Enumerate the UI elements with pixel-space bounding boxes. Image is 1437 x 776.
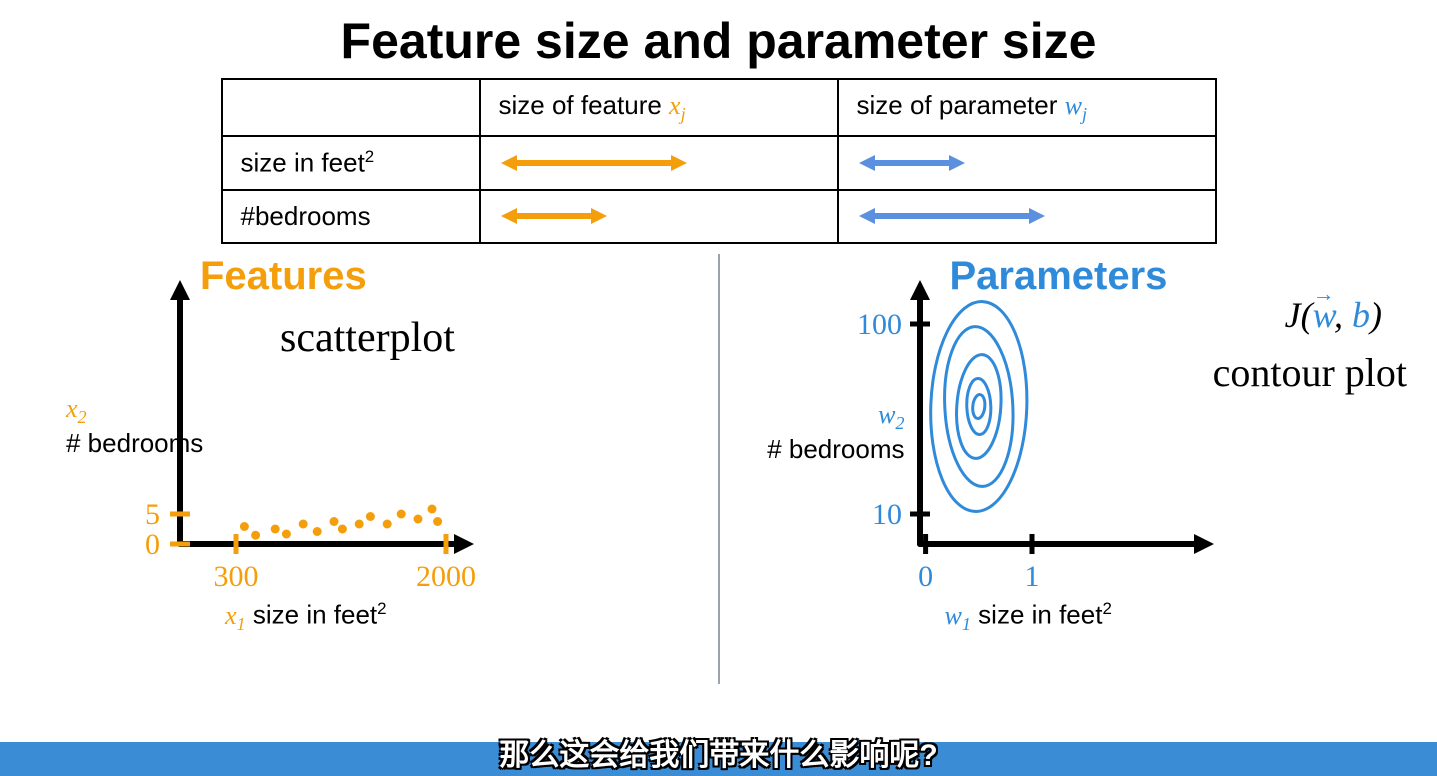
svg-text:0: 0 bbox=[918, 560, 933, 593]
svg-text:10: 10 bbox=[872, 498, 902, 531]
features-chart: 50 300 2000 bbox=[0, 254, 718, 684]
slide-title: Feature size and parameter size bbox=[0, 0, 1437, 70]
param-arrow-bedrooms bbox=[838, 190, 1216, 243]
svg-text:2000: 2000 bbox=[416, 560, 476, 593]
svg-text:100: 100 bbox=[857, 308, 902, 341]
parameters-panel: Parameters J(→w, b) contour plot w2 # be… bbox=[720, 254, 1437, 684]
table-header-blank bbox=[222, 79, 480, 136]
row-label-size: size in feet2 bbox=[222, 136, 480, 190]
parameters-chart: 1001001 bbox=[720, 254, 1437, 684]
svg-text:1: 1 bbox=[1024, 560, 1039, 593]
table-row: #bedrooms bbox=[222, 190, 1216, 243]
feature-parameter-table: size of feature xj size of parameter wj … bbox=[221, 78, 1217, 244]
table-header-parameter: size of parameter wj bbox=[838, 79, 1216, 136]
feature-arrow-size bbox=[480, 136, 838, 190]
subtitle-text: 那么这会给我们带来什么影响呢? bbox=[0, 730, 1437, 774]
features-panel: Features scatterplot x2 # bedrooms x1 si… bbox=[0, 254, 718, 684]
svg-text:300: 300 bbox=[214, 560, 259, 593]
svg-text:5: 5 bbox=[145, 498, 160, 531]
table-row: size in feet2 bbox=[222, 136, 1216, 190]
feature-arrow-bedrooms bbox=[480, 190, 838, 243]
param-arrow-size bbox=[838, 136, 1216, 190]
table-header-feature: size of feature xj bbox=[480, 79, 838, 136]
svg-text:0: 0 bbox=[145, 528, 160, 561]
row-label-bedrooms: #bedrooms bbox=[222, 190, 480, 243]
